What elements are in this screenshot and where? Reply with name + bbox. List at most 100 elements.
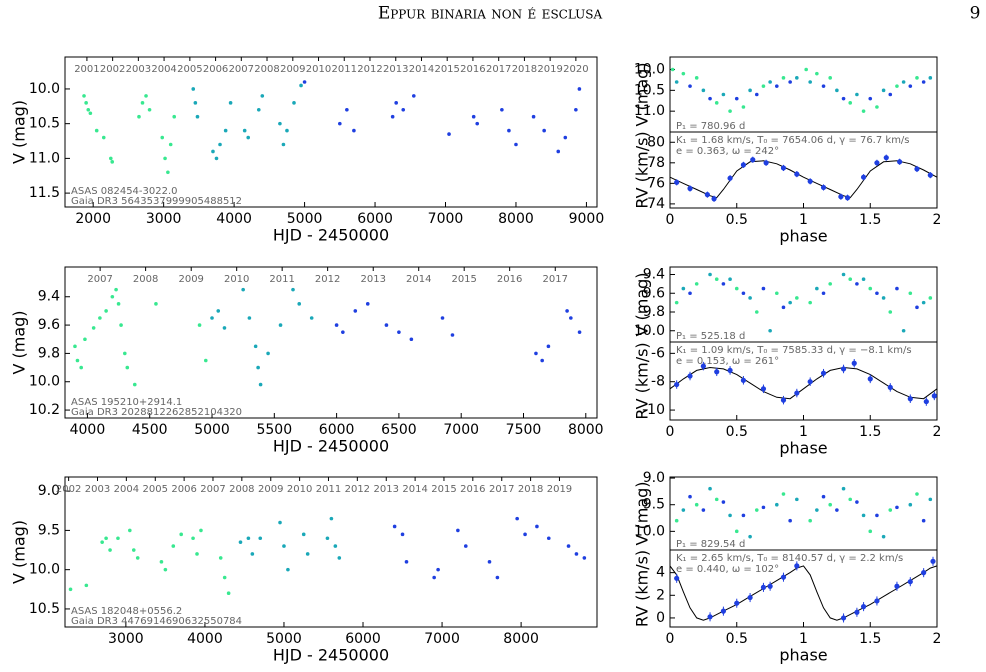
data-point: [848, 277, 853, 281]
rv-point: [930, 558, 936, 564]
rv-point: [923, 398, 929, 405]
rv-point: [760, 584, 767, 590]
data-point: [163, 156, 167, 161]
data-point: [75, 358, 80, 363]
data-point: [569, 316, 573, 320]
x-tick-label: 5000: [287, 211, 323, 227]
x-axis-label: HJD - 2450000: [273, 646, 389, 665]
annotation: Gaia DR3 4476914690632550784: [71, 616, 242, 627]
data-point: [384, 323, 389, 327]
data-point: [197, 323, 202, 327]
data-point: [409, 337, 414, 342]
rv-point: [767, 583, 773, 589]
data-point: [821, 291, 826, 296]
data-point: [514, 142, 518, 147]
x-tick-label: 4000: [216, 211, 252, 227]
rv-point: [883, 155, 889, 161]
data-point: [855, 92, 859, 97]
rv-point: [734, 600, 740, 606]
y-tick-label: 9.0: [643, 470, 665, 486]
year-label: 2002: [100, 64, 125, 75]
y-tick-label: 78: [647, 155, 665, 171]
data-point: [694, 76, 699, 80]
year-label: 2006: [171, 484, 196, 495]
year-label: 2013: [383, 64, 408, 75]
data-point: [278, 121, 282, 126]
year-label: 2011: [316, 484, 341, 495]
data-point: [895, 505, 899, 510]
x-tick-label: 2: [933, 212, 942, 228]
x-tick-label: 1: [799, 424, 808, 440]
data-point: [761, 84, 766, 88]
data-point: [210, 316, 214, 320]
x-tick-label: 8000: [498, 211, 534, 227]
x-tick-label: 6000: [319, 422, 355, 438]
y-axis-label: V (mag): [633, 62, 652, 126]
data-point: [172, 114, 177, 119]
year-label: 2015: [451, 274, 476, 285]
data-point: [915, 492, 919, 496]
x-tick-label: 9000: [569, 211, 605, 227]
data-point: [68, 587, 73, 592]
rv-point: [674, 575, 680, 581]
annotation: K₁ = 2.65 km/s, T₀ = 8140.57 d, γ = 2.2 …: [676, 553, 903, 564]
data-point: [411, 94, 416, 98]
y-tick-label: 10.0: [29, 374, 60, 390]
axes-frame: [64, 56, 598, 208]
data-point: [828, 76, 832, 80]
x-axis-label: HJD - 2450000: [273, 437, 389, 456]
data-point: [861, 513, 866, 518]
data-point: [440, 316, 445, 320]
rv-point: [740, 162, 747, 168]
data-point: [159, 560, 164, 564]
data-point: [365, 302, 370, 306]
page-number: 9: [970, 4, 981, 24]
data-point: [734, 96, 739, 101]
x-tick-label: 1: [799, 631, 808, 647]
year-label: 2012: [357, 64, 382, 75]
rv-point: [750, 157, 756, 163]
y-tick-label: 10.2: [29, 402, 60, 418]
data-point: [305, 552, 310, 556]
data-point: [515, 516, 519, 521]
data-point: [701, 508, 706, 512]
y-tick-label: 9.6: [643, 285, 665, 301]
data-point: [841, 486, 846, 491]
data-point: [132, 382, 137, 387]
y-tick-label: 0: [656, 610, 665, 626]
data-point: [447, 132, 451, 136]
data-point: [226, 591, 231, 596]
y-axis-label: V (mag): [10, 520, 29, 584]
data-point: [556, 149, 561, 154]
data-point: [109, 156, 113, 161]
data-point: [761, 286, 766, 291]
annotation: K₁ = 1.09 km/s, T₀ = 7585.33 d, γ = −8.1…: [676, 345, 912, 356]
y-tick-label: 10.5: [634, 82, 665, 98]
data-point: [542, 128, 546, 133]
data-point: [216, 309, 221, 313]
data-point: [404, 560, 409, 564]
data-point: [908, 502, 913, 507]
rv-point: [838, 194, 844, 200]
y-tick-label: 9.6: [38, 317, 60, 333]
annotation: Gaia DR3 2028812262852104320: [71, 407, 242, 418]
x-tick-label: 0.5: [726, 212, 748, 228]
data-point: [135, 556, 140, 560]
year-label: 2005: [177, 64, 202, 75]
y-axis-label: V (mag): [10, 310, 29, 374]
data-point: [861, 109, 866, 113]
year-label: 2017: [543, 274, 568, 285]
data-point: [160, 135, 165, 140]
year-label: 2002: [56, 484, 81, 495]
data-point: [741, 513, 746, 518]
rv-point: [727, 367, 733, 373]
data-point: [721, 282, 726, 286]
data-point: [394, 101, 398, 105]
data-point: [523, 532, 527, 537]
y-tick-label: 10.0: [634, 323, 665, 339]
data-point: [881, 534, 886, 539]
y-tick-label: 10.0: [29, 81, 60, 97]
year-label: 2008: [229, 484, 254, 495]
model-curve: [669, 565, 938, 621]
y-tick-label: 10.0: [29, 562, 60, 578]
